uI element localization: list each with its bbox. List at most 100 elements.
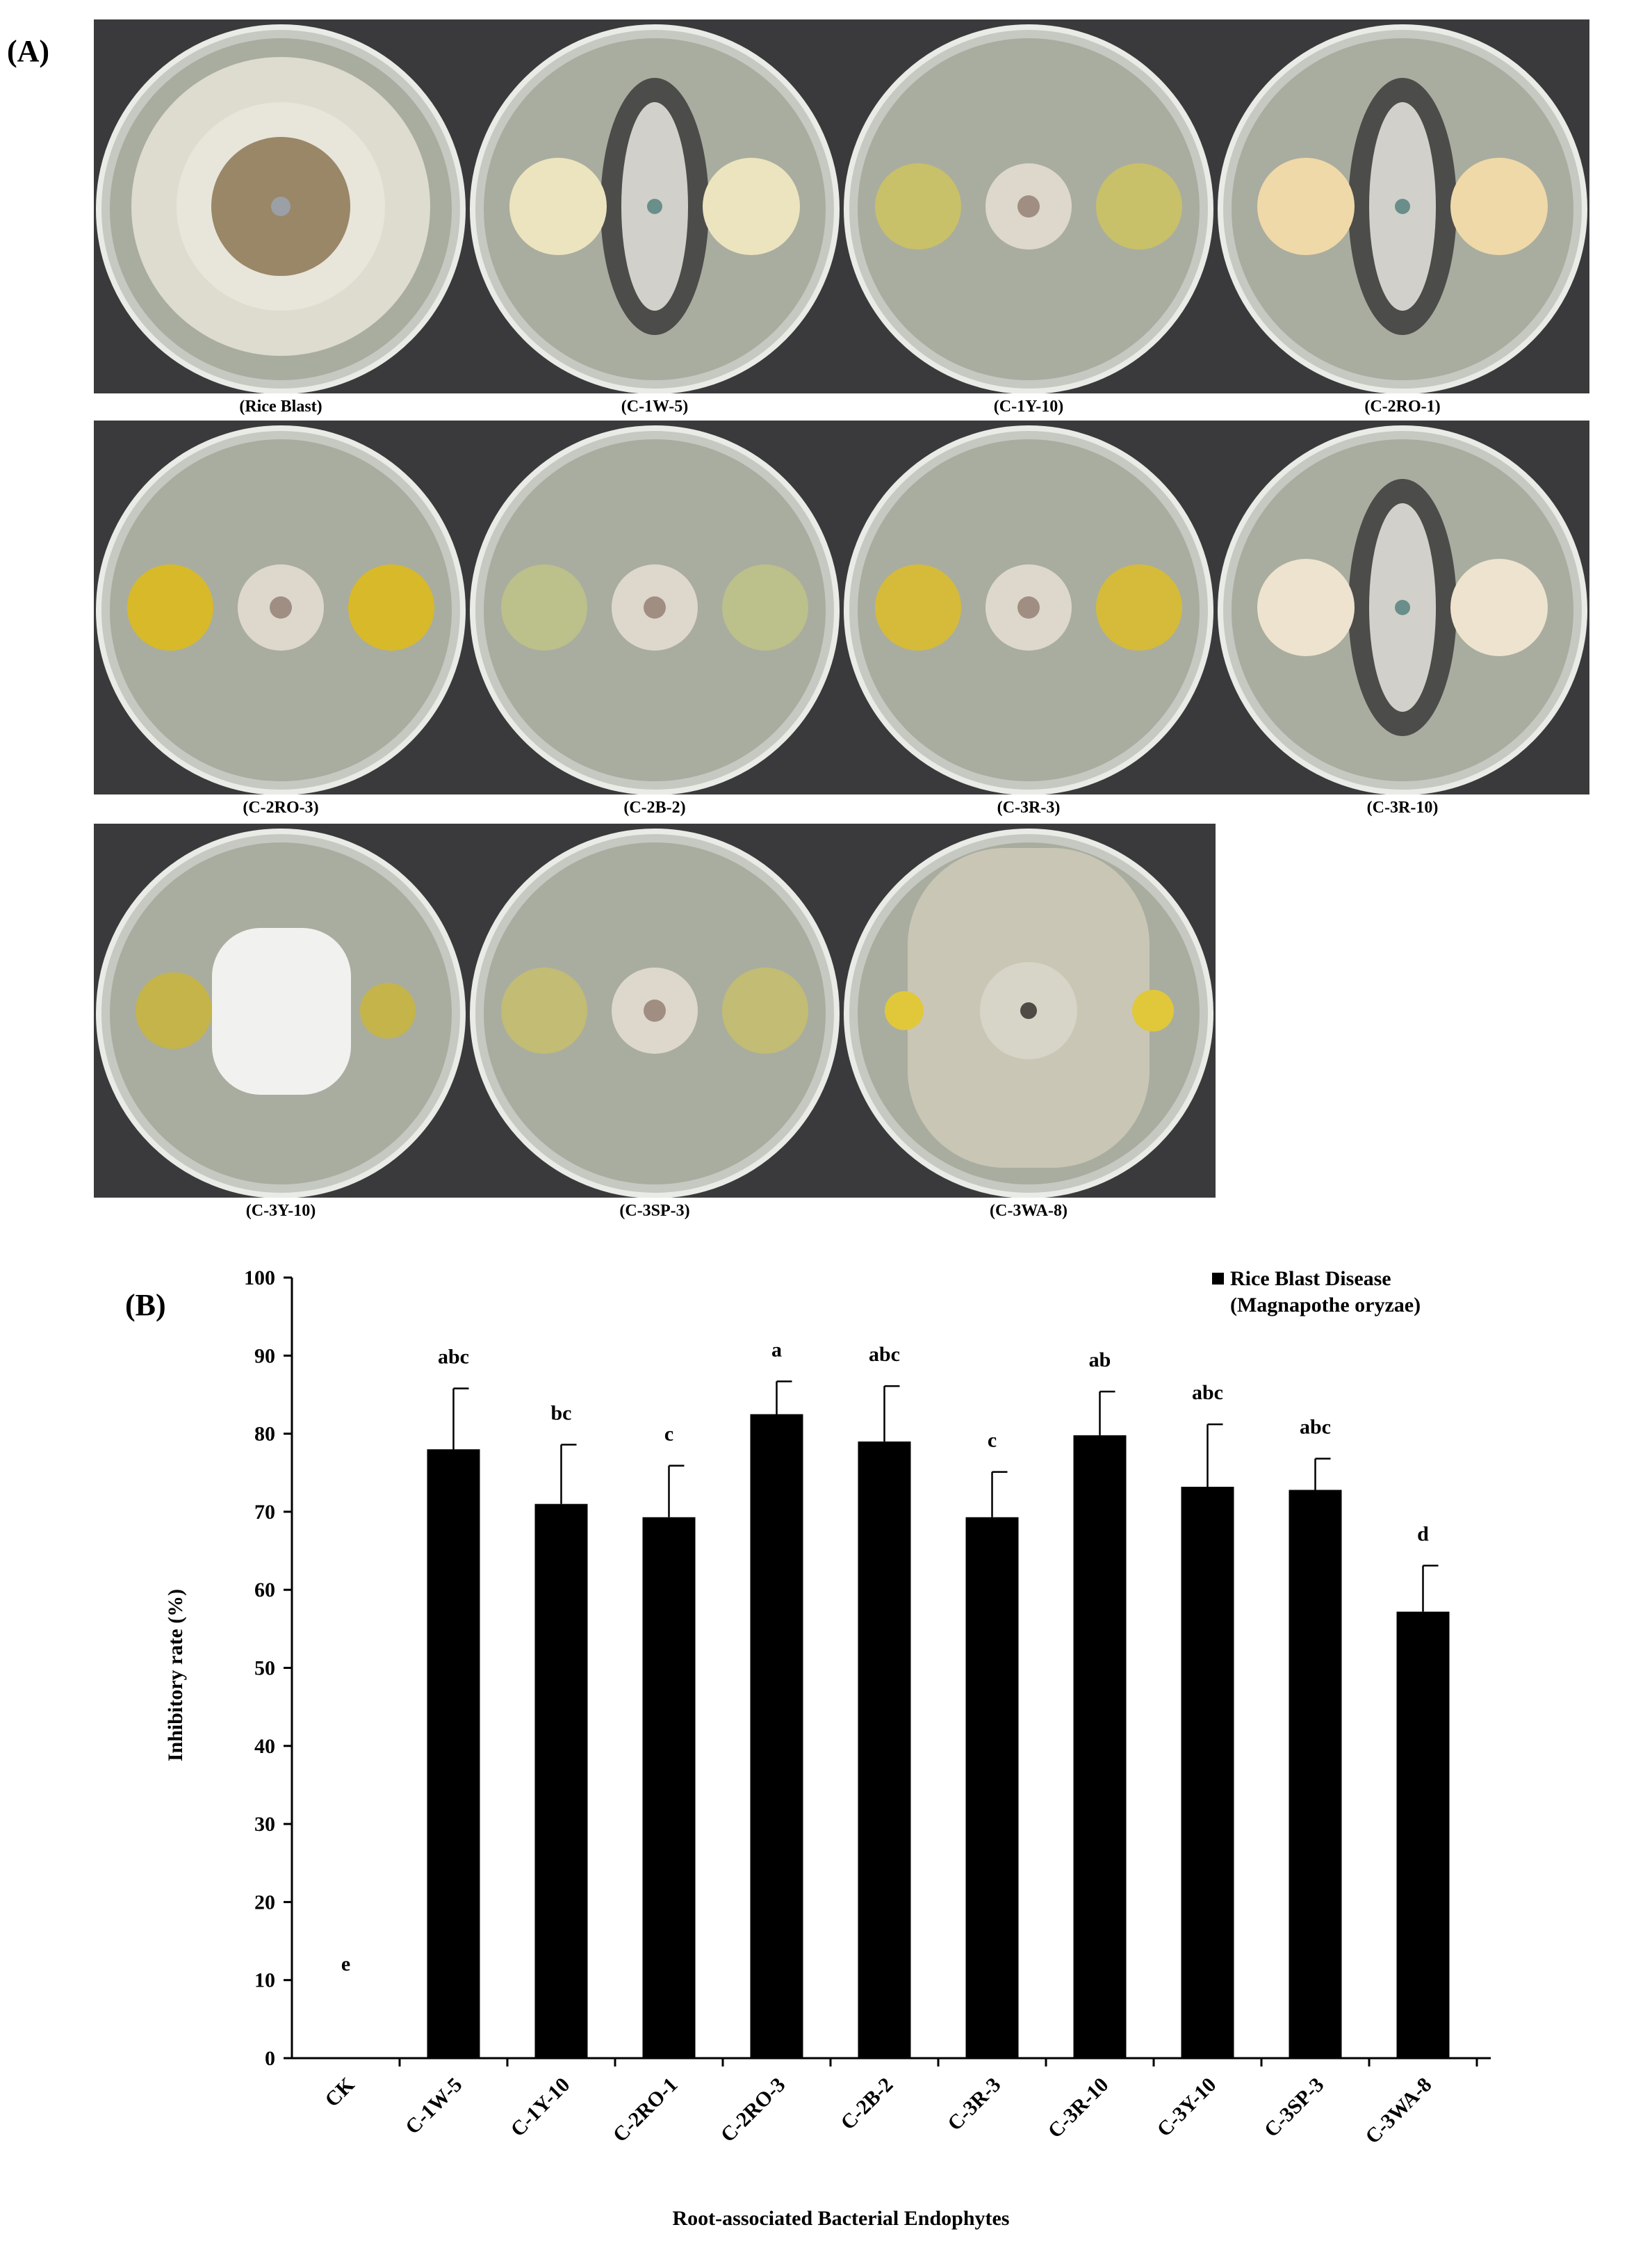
bacterial-colony-left	[885, 991, 924, 1030]
plate-caption: (C-2RO-3)	[243, 799, 319, 817]
bacterial-colony-left	[875, 163, 961, 250]
x-tick-label: C-1Y-10	[506, 2073, 574, 2142]
fungal-plug	[1017, 195, 1040, 218]
bacterial-colony-right	[722, 968, 808, 1054]
y-ticks: 0 10 20 30 40 50 60 70 80 90 100	[244, 1266, 292, 2070]
culture-plate	[468, 19, 842, 393]
y-tick-label: 10	[254, 1969, 275, 1992]
x-tick-label: C-2B-2	[836, 2073, 897, 2135]
plate-caption: (C-2B-2)	[623, 799, 686, 817]
bacterial-colony-left	[127, 564, 213, 651]
panel-a-label: (A)	[7, 34, 50, 68]
bar	[965, 1517, 1019, 2058]
legend-series-name: Rice Blast Disease	[1230, 1267, 1391, 1290]
plate-caption: (C-3R-3)	[997, 799, 1061, 817]
y-tick-label: 60	[254, 1579, 275, 1601]
fungal-plug	[270, 596, 292, 619]
plate-photo	[1216, 19, 1589, 393]
culture-plate	[94, 824, 468, 1198]
bacterial-colony-left	[501, 968, 587, 1054]
x-tick-label: C-3R-3	[943, 2073, 1005, 2135]
fungal-plug	[1395, 199, 1410, 214]
bacterial-colony-right	[348, 564, 434, 651]
bar	[534, 1503, 588, 2058]
plate-photo	[468, 824, 842, 1198]
x-tick-label: C-3SP-3	[1260, 2073, 1329, 2142]
bar	[1181, 1486, 1234, 2058]
plate-photo	[94, 824, 468, 1198]
significance-letter: bc	[551, 1401, 572, 1424]
bacterial-colony-right	[1096, 163, 1182, 250]
plate-photo	[1216, 421, 1589, 794]
culture-plate	[94, 421, 468, 794]
y-tick-label: 50	[254, 1657, 275, 1680]
panel-b-label: (B)	[125, 1288, 166, 1322]
x-tick-label: C-1W-5	[401, 2073, 466, 2139]
fungal-plug	[647, 199, 662, 214]
x-tick-label: C-3Y-10	[1152, 2073, 1220, 2142]
significance-letter: e	[341, 1953, 350, 1975]
plate-caption: (Rice Blast)	[239, 398, 322, 416]
bacterial-colony-right	[1132, 990, 1174, 1032]
x-tick-label: C-2RO-1	[609, 2073, 682, 2147]
bacterial-colony-right	[360, 983, 416, 1038]
significance-letter: a	[771, 1338, 782, 1361]
culture-plate	[1216, 19, 1589, 393]
bacterial-colony-left	[509, 158, 607, 255]
significance-letter: abc	[869, 1343, 900, 1366]
bacterial-colony-right	[1450, 559, 1548, 656]
plate-caption: (C-2RO-1)	[1364, 398, 1441, 416]
culture-plate	[842, 824, 1216, 1198]
legend: Rice Blast Disease (Magnapothe oryzae)	[1212, 1267, 1421, 1316]
bacterial-colony-left	[875, 564, 961, 651]
bars-layer: e abc bc c a abc c ab abc abc d	[341, 1338, 1450, 2058]
x-tick-label: C-3R-10	[1044, 2073, 1113, 2143]
plate-photo	[468, 421, 842, 794]
significance-letter: c	[988, 1429, 997, 1452]
bacterial-colony-left	[1257, 559, 1355, 656]
fungal-colony	[212, 928, 351, 1095]
bar	[858, 1441, 911, 2058]
bar	[427, 1449, 480, 2058]
plate-caption: (C-3Y-10)	[245, 1202, 316, 1220]
significance-letter: abc	[1192, 1381, 1223, 1404]
significance-letter: ab	[1089, 1348, 1111, 1371]
bacterial-colony-right	[722, 564, 808, 651]
bacterial-colony-right	[703, 158, 800, 255]
significance-letter: abc	[438, 1345, 469, 1368]
fungal-plug	[644, 1000, 666, 1022]
y-tick-label: 30	[254, 1813, 275, 1836]
x-ticks: CK C-1W-5 C-1Y-10 C-2RO-1 C-2RO-3 C-2B-2 C-3R-…	[320, 2058, 1478, 2149]
significance-letter: d	[1417, 1522, 1429, 1545]
bar	[1289, 1490, 1342, 2058]
bar	[1396, 1611, 1450, 2058]
y-tick-label: 20	[254, 1891, 275, 1914]
plate-caption: (C-3WA-8)	[990, 1202, 1068, 1220]
fungal-plug	[1017, 596, 1040, 619]
culture-plate	[468, 824, 842, 1198]
fungal-plug	[1395, 600, 1410, 615]
culture-plate	[842, 19, 1216, 393]
bacterial-colony-left	[1257, 158, 1355, 255]
x-tick-label: C-3WA-8	[1361, 2073, 1436, 2149]
significance-letter: c	[664, 1423, 673, 1446]
bacterial-colony-left	[501, 564, 587, 651]
x-tick-label: C-2RO-3	[717, 2073, 790, 2147]
plate-caption: (C-1Y-10)	[993, 398, 1064, 416]
bacterial-colony-right	[1450, 158, 1548, 255]
bacterial-colony-left	[136, 972, 212, 1049]
culture-plate	[468, 421, 842, 794]
plate-caption: (C-3R-10)	[1366, 799, 1439, 817]
bacterial-colony-right	[1096, 564, 1182, 651]
plate-caption: (C-1W-5)	[621, 398, 689, 416]
y-axis-title: Inhibitory rate (%)	[164, 1589, 187, 1761]
plate-photo	[842, 824, 1216, 1198]
bar-chart: (B) e abc bc c a abc c ab abc abc d 0 10 20 30 40 50 60 7…	[125, 1266, 1491, 2230]
plate-photo	[468, 19, 842, 393]
fungal-plug	[644, 596, 666, 619]
plate-photo	[842, 421, 1216, 794]
plate-caption: (C-3SP-3)	[619, 1202, 690, 1220]
y-tick-label: 80	[254, 1423, 275, 1446]
significance-letter: abc	[1300, 1416, 1331, 1439]
legend-swatch	[1212, 1273, 1224, 1285]
